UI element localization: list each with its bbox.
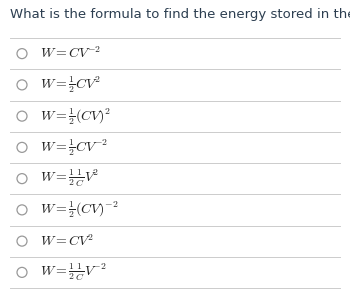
Text: $\mathbf{\mathit{W}} = \frac{1}{2}\frac{1}{\mathbf{\mathit{C}}}\mathbf{\mathit{V: $\mathbf{\mathit{W}} = \frac{1}{2}\frac{… <box>40 168 99 190</box>
Text: $\mathbf{\mathit{W}} = \frac{1}{2}(\mathbf{\mathit{C}}\mathbf{\mathit{V}})^{\mat: $\mathbf{\mathit{W}} = \frac{1}{2}(\math… <box>40 106 111 127</box>
Text: $\mathbf{\mathit{W}} = \mathbf{\mathit{C}}\mathbf{\mathit{V}}^{\mathbf{2}}$: $\mathbf{\mathit{W}} = \mathbf{\mathit{C… <box>40 233 94 249</box>
Text: What is the formula to find the energy stored in the capacitor?: What is the formula to find the energy s… <box>10 8 350 21</box>
Text: $\mathbf{\mathit{W}} = \mathbf{\mathit{C}}\mathbf{\mathit{V}}^{\mathbf{-2}}$: $\mathbf{\mathit{W}} = \mathbf{\mathit{C… <box>40 46 101 61</box>
Text: $\mathbf{\mathit{W}} = \frac{1}{2}\mathbf{\mathit{C}}\mathbf{\mathit{V}}^{\mathb: $\mathbf{\mathit{W}} = \frac{1}{2}\mathb… <box>40 137 108 158</box>
Text: $\mathbf{\mathit{W}} = \frac{1}{2}\frac{1}{\mathbf{\mathit{C}}}\mathbf{\mathit{V: $\mathbf{\mathit{W}} = \frac{1}{2}\frac{… <box>40 262 107 283</box>
Text: $\mathbf{\mathit{W}} = \frac{1}{2}\mathbf{\mathit{C}}\mathbf{\mathit{V}}^{\mathb: $\mathbf{\mathit{W}} = \frac{1}{2}\mathb… <box>40 74 100 95</box>
Text: $\mathbf{\mathit{W}} = \frac{1}{2}(\mathbf{\mathit{C}}\mathbf{\mathit{V}})^{\mat: $\mathbf{\mathit{W}} = \frac{1}{2}(\math… <box>40 199 119 220</box>
